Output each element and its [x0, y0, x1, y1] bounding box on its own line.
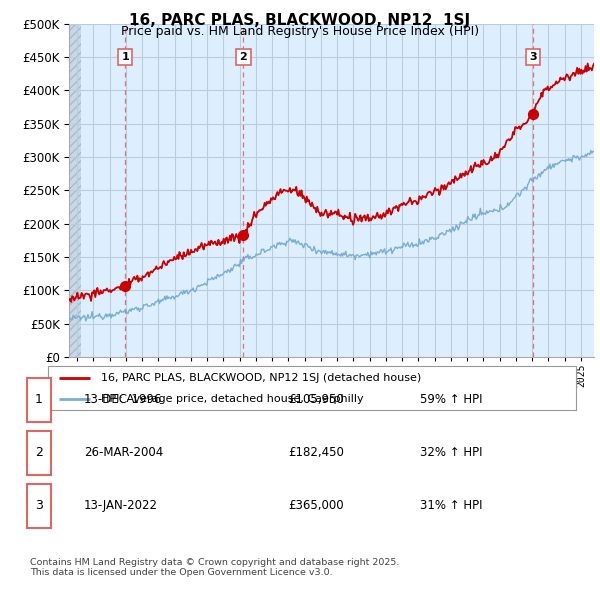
Text: 32% ↑ HPI: 32% ↑ HPI — [420, 446, 482, 460]
Text: 13-JAN-2022: 13-JAN-2022 — [84, 499, 158, 513]
Text: 16, PARC PLAS, BLACKWOOD, NP12 1SJ (detached house): 16, PARC PLAS, BLACKWOOD, NP12 1SJ (deta… — [101, 373, 421, 383]
Text: Contains HM Land Registry data © Crown copyright and database right 2025.
This d: Contains HM Land Registry data © Crown c… — [30, 558, 400, 577]
Text: 31% ↑ HPI: 31% ↑ HPI — [420, 499, 482, 513]
Text: 2: 2 — [35, 446, 43, 460]
Text: 16, PARC PLAS, BLACKWOOD, NP12  1SJ: 16, PARC PLAS, BLACKWOOD, NP12 1SJ — [130, 13, 470, 28]
Text: 26-MAR-2004: 26-MAR-2004 — [84, 446, 163, 460]
Text: 1: 1 — [35, 393, 43, 407]
Text: £365,000: £365,000 — [288, 499, 344, 513]
Text: 13-DEC-1996: 13-DEC-1996 — [84, 393, 163, 407]
Text: 3: 3 — [35, 499, 43, 513]
Text: 2: 2 — [239, 52, 247, 62]
Text: 59% ↑ HPI: 59% ↑ HPI — [420, 393, 482, 407]
Text: £182,450: £182,450 — [288, 446, 344, 460]
Bar — [69, 24, 81, 357]
Text: £105,950: £105,950 — [288, 393, 344, 407]
Text: 1: 1 — [121, 52, 129, 62]
Text: HPI: Average price, detached house, Caerphilly: HPI: Average price, detached house, Caer… — [101, 394, 364, 404]
Text: Price paid vs. HM Land Registry's House Price Index (HPI): Price paid vs. HM Land Registry's House … — [121, 25, 479, 38]
Text: 3: 3 — [529, 52, 536, 62]
